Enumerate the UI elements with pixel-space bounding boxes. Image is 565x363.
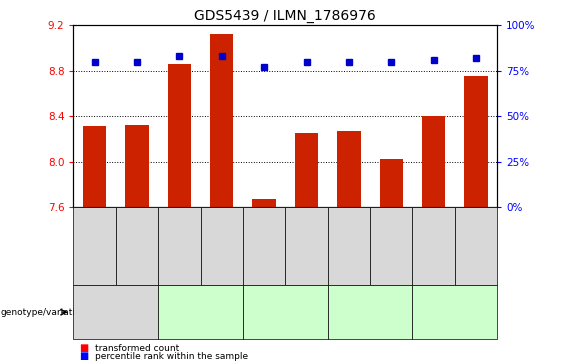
Bar	[337, 131, 360, 207]
Bar	[380, 159, 403, 207]
Text: GSM1309040: GSM1309040	[92, 221, 98, 270]
Bar	[83, 126, 106, 207]
Text: parental
wild-type: parental wild-type	[100, 306, 132, 319]
Bar	[295, 133, 318, 207]
Bar	[168, 64, 191, 207]
Text: GSM1309043: GSM1309043	[219, 221, 225, 270]
Text: GSM1309044: GSM1309044	[261, 221, 267, 270]
Text: FAT10 wild-type: FAT10 wild-type	[173, 309, 228, 315]
Text: ■: ■	[79, 343, 88, 354]
Bar	[253, 199, 276, 207]
Bar	[210, 34, 233, 207]
Bar	[422, 116, 445, 207]
Text: percentile rank within the sample: percentile rank within the sample	[95, 352, 248, 361]
Bar	[125, 125, 149, 207]
Text: genotype/variation: genotype/variation	[1, 308, 87, 317]
Text: FAT10 M2 mutant
(right region
mutation): FAT10 M2 mutant (right region mutation)	[340, 302, 401, 323]
Text: GSM1309049: GSM1309049	[473, 221, 479, 270]
Text: GSM1309045: GSM1309045	[303, 221, 310, 270]
Bar	[464, 77, 488, 207]
Text: GSM1309046: GSM1309046	[346, 221, 352, 270]
Text: GSM1309041: GSM1309041	[134, 221, 140, 270]
Text: FAT10 M1 mutant
(left region
mutation): FAT10 M1 mutant (left region mutation)	[255, 302, 316, 323]
Text: FAT10 M12 mutant
(left and right
region mutation): FAT10 M12 mutant (left and right region …	[422, 302, 488, 323]
Text: GSM1309042: GSM1309042	[176, 221, 182, 270]
Text: GSM1309047: GSM1309047	[388, 221, 394, 270]
Text: ■: ■	[79, 351, 88, 362]
Text: GSM1309048: GSM1309048	[431, 221, 437, 270]
Title: GDS5439 / ILMN_1786976: GDS5439 / ILMN_1786976	[194, 9, 376, 23]
Text: transformed count: transformed count	[95, 344, 179, 353]
